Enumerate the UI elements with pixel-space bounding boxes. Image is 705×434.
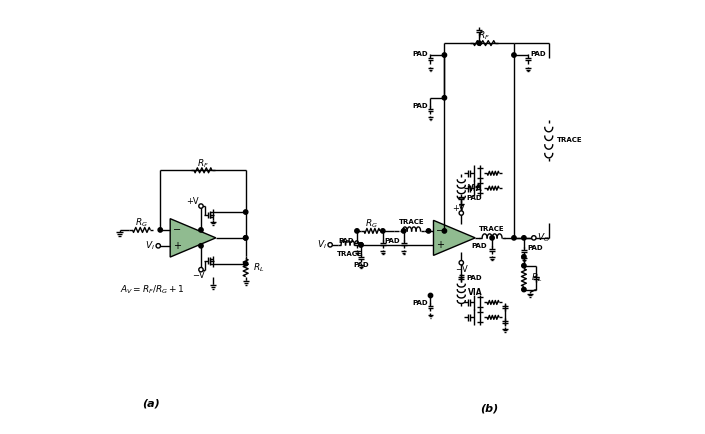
Text: TRACE: TRACE xyxy=(479,226,505,232)
Text: PAD: PAD xyxy=(412,51,427,57)
Circle shape xyxy=(532,236,536,240)
Text: −: − xyxy=(436,226,444,236)
Circle shape xyxy=(522,263,526,268)
Text: PAD: PAD xyxy=(353,262,369,268)
Circle shape xyxy=(442,53,446,57)
Text: PAD: PAD xyxy=(338,238,354,244)
Text: PAD: PAD xyxy=(531,51,546,57)
Circle shape xyxy=(199,267,203,272)
Circle shape xyxy=(442,229,446,233)
Circle shape xyxy=(355,229,359,233)
Text: TRACE: TRACE xyxy=(557,138,582,144)
Circle shape xyxy=(381,229,385,233)
Circle shape xyxy=(459,260,463,265)
Circle shape xyxy=(156,243,161,248)
Text: VIA: VIA xyxy=(468,288,483,297)
Text: PAD: PAD xyxy=(466,275,482,281)
Text: −V: −V xyxy=(455,265,467,274)
Circle shape xyxy=(427,229,431,233)
Text: −: − xyxy=(173,225,181,235)
Circle shape xyxy=(490,236,494,240)
Text: PAD: PAD xyxy=(466,195,482,201)
Circle shape xyxy=(477,41,482,45)
Text: $A_V = R_F/R_G + 1$: $A_V = R_F/R_G + 1$ xyxy=(120,283,184,296)
Circle shape xyxy=(328,243,332,247)
Circle shape xyxy=(522,287,526,292)
Circle shape xyxy=(199,204,203,208)
Text: $V_O$: $V_O$ xyxy=(537,232,550,244)
Text: TRACE: TRACE xyxy=(399,219,424,225)
Text: $R_F$: $R_F$ xyxy=(197,157,209,170)
Circle shape xyxy=(243,210,248,214)
Text: $R_G$: $R_G$ xyxy=(135,217,148,229)
Text: $R_F$: $R_F$ xyxy=(478,30,490,43)
Circle shape xyxy=(243,236,248,240)
Circle shape xyxy=(429,293,433,298)
Circle shape xyxy=(459,211,463,215)
Text: $R_L$: $R_L$ xyxy=(531,271,542,284)
Text: PAD: PAD xyxy=(412,103,427,108)
Circle shape xyxy=(158,228,162,232)
Text: $R_L$: $R_L$ xyxy=(252,261,264,274)
Text: TRACE: TRACE xyxy=(337,251,363,257)
Circle shape xyxy=(199,228,203,232)
Text: PAD: PAD xyxy=(412,300,427,306)
Circle shape xyxy=(359,243,363,247)
Circle shape xyxy=(243,262,248,266)
Polygon shape xyxy=(434,220,475,255)
Text: $R_G$: $R_G$ xyxy=(365,218,379,230)
Text: (b): (b) xyxy=(480,404,498,414)
Polygon shape xyxy=(170,219,216,257)
Text: $V_I$: $V_I$ xyxy=(145,240,155,252)
Circle shape xyxy=(512,236,516,240)
Circle shape xyxy=(442,95,446,100)
Text: $V_I$: $V_I$ xyxy=(317,239,327,251)
Text: +: + xyxy=(436,240,443,250)
Text: (a): (a) xyxy=(142,399,160,409)
Circle shape xyxy=(522,255,526,259)
Text: PAD: PAD xyxy=(472,243,487,249)
Text: VIA: VIA xyxy=(468,184,483,193)
Circle shape xyxy=(512,53,516,57)
Text: +V: +V xyxy=(452,204,465,213)
Circle shape xyxy=(401,229,406,233)
Circle shape xyxy=(522,236,526,240)
Text: PAD: PAD xyxy=(384,238,400,244)
Text: +V: +V xyxy=(186,197,199,206)
Circle shape xyxy=(199,243,203,248)
Text: −V: −V xyxy=(192,271,205,280)
Text: +: + xyxy=(173,240,181,251)
Text: PAD: PAD xyxy=(528,245,544,251)
Circle shape xyxy=(359,243,363,247)
Circle shape xyxy=(243,236,248,240)
